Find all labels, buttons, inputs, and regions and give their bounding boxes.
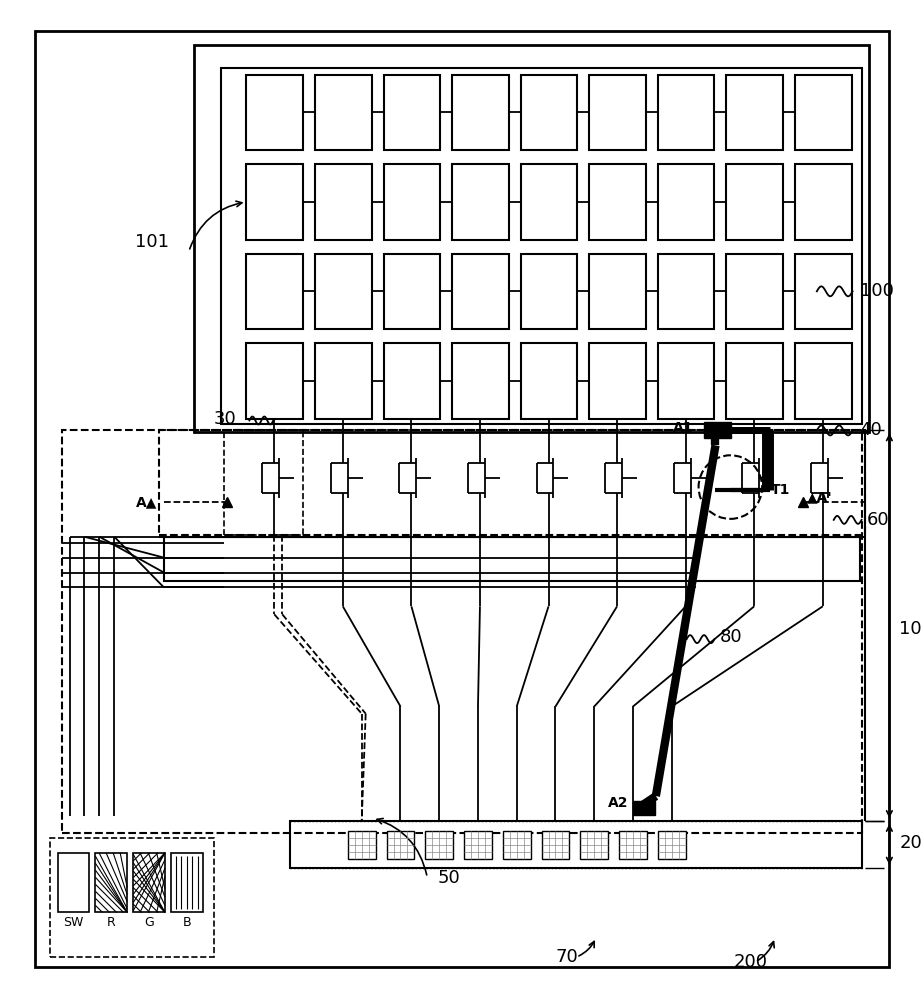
Bar bbox=[425, 831, 453, 859]
Bar bbox=[159, 430, 865, 535]
Bar bbox=[452, 343, 509, 419]
Bar bbox=[726, 164, 783, 240]
Bar bbox=[521, 254, 578, 329]
Bar bbox=[95, 853, 128, 912]
Bar bbox=[383, 254, 440, 329]
Bar bbox=[619, 831, 647, 859]
Bar bbox=[521, 343, 578, 419]
Text: G: G bbox=[144, 916, 154, 929]
Bar bbox=[221, 68, 861, 424]
Bar bbox=[580, 831, 608, 859]
Text: 30: 30 bbox=[213, 410, 237, 428]
Bar bbox=[590, 343, 646, 419]
Bar bbox=[464, 831, 492, 859]
Bar bbox=[194, 45, 869, 432]
Bar bbox=[452, 254, 509, 329]
Text: 50: 50 bbox=[437, 869, 460, 887]
Bar bbox=[726, 254, 783, 329]
Bar bbox=[658, 75, 714, 150]
Bar bbox=[726, 343, 783, 419]
Bar bbox=[658, 164, 714, 240]
Bar bbox=[541, 831, 569, 859]
Text: 80: 80 bbox=[720, 628, 742, 646]
Text: T1: T1 bbox=[772, 483, 791, 497]
Bar bbox=[62, 430, 861, 833]
Bar bbox=[164, 537, 859, 581]
Bar bbox=[795, 254, 852, 329]
Text: 40: 40 bbox=[859, 421, 882, 439]
Bar bbox=[383, 164, 440, 240]
Bar bbox=[224, 430, 303, 535]
Bar bbox=[247, 164, 303, 240]
Bar bbox=[315, 164, 371, 240]
Bar bbox=[171, 853, 202, 912]
Bar bbox=[383, 75, 440, 150]
Text: A2: A2 bbox=[607, 796, 628, 810]
Text: 10: 10 bbox=[899, 620, 922, 638]
Bar bbox=[386, 831, 414, 859]
Bar bbox=[315, 343, 371, 419]
Bar bbox=[521, 75, 578, 150]
Bar bbox=[521, 164, 578, 240]
Bar bbox=[795, 164, 852, 240]
Bar bbox=[590, 254, 646, 329]
Bar bbox=[658, 254, 714, 329]
Bar bbox=[383, 343, 440, 419]
Text: 60: 60 bbox=[867, 511, 889, 529]
Text: SW: SW bbox=[64, 916, 84, 929]
Bar bbox=[795, 343, 852, 419]
Bar bbox=[703, 422, 732, 438]
Text: R: R bbox=[107, 916, 116, 929]
Bar bbox=[590, 164, 646, 240]
Text: 20: 20 bbox=[899, 834, 922, 852]
Text: B: B bbox=[183, 916, 191, 929]
Bar bbox=[247, 343, 303, 419]
Text: A1: A1 bbox=[673, 421, 694, 435]
Bar bbox=[452, 75, 509, 150]
Text: 100: 100 bbox=[859, 282, 894, 300]
Bar bbox=[50, 838, 213, 957]
Bar bbox=[590, 75, 646, 150]
Bar bbox=[503, 831, 530, 859]
Bar bbox=[290, 821, 861, 868]
Bar bbox=[57, 853, 90, 912]
Bar bbox=[795, 75, 852, 150]
Bar bbox=[133, 853, 165, 912]
Text: A▲: A▲ bbox=[136, 495, 157, 509]
Bar bbox=[347, 831, 376, 859]
Bar bbox=[658, 831, 686, 859]
Bar bbox=[247, 254, 303, 329]
Text: 101: 101 bbox=[135, 233, 169, 251]
Bar bbox=[633, 801, 655, 815]
Bar bbox=[726, 75, 783, 150]
Bar bbox=[658, 343, 714, 419]
Bar bbox=[247, 75, 303, 150]
Bar bbox=[315, 254, 371, 329]
Text: 70: 70 bbox=[555, 948, 578, 966]
Text: 200: 200 bbox=[734, 953, 767, 971]
Bar bbox=[452, 164, 509, 240]
Bar bbox=[315, 75, 371, 150]
Text: ▲A': ▲A' bbox=[807, 490, 833, 504]
